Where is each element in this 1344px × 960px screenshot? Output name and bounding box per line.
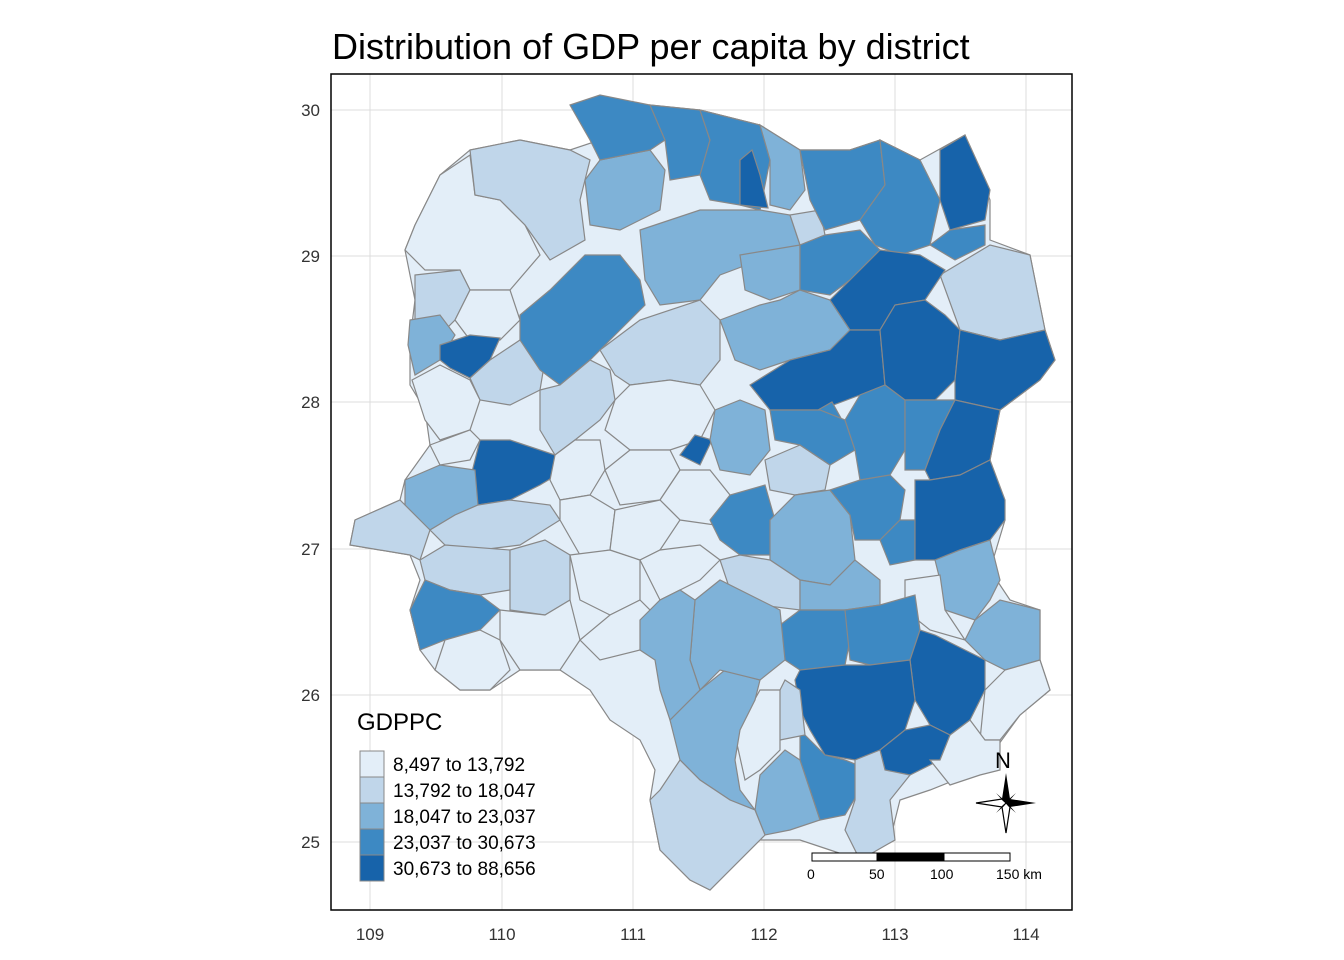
- scale-label-0: 0: [807, 866, 815, 882]
- legend-label: 18,047 to 23,037: [393, 807, 536, 828]
- district: [604, 379, 716, 451]
- y-tick-label: 27: [301, 540, 320, 559]
- legend-label: 13,792 to 18,047: [393, 781, 536, 802]
- district: [469, 139, 591, 261]
- legend-label: 30,673 to 88,656: [393, 859, 536, 880]
- district: [434, 629, 511, 691]
- district: [779, 609, 851, 671]
- legend-label: 23,037 to 30,673: [393, 833, 536, 854]
- district: [739, 148, 769, 209]
- district-layer: [349, 94, 1056, 891]
- north-label: N: [995, 748, 1011, 773]
- legend-swatch: [359, 854, 385, 882]
- legend: GDPPC 8,497 to 13,792 13,792 to 18,047 18,…: [357, 709, 536, 882]
- x-tick-label: 113: [881, 925, 908, 944]
- district: [599, 299, 721, 386]
- district: [954, 329, 1056, 411]
- x-tick-label: 112: [750, 925, 777, 944]
- district: [844, 749, 912, 861]
- x-axis: 109 110 111 112 113 114: [356, 925, 1040, 944]
- district: [649, 759, 766, 891]
- district: [914, 459, 1006, 561]
- district: [928, 224, 986, 261]
- district: [734, 689, 781, 781]
- compass-rose-icon: [975, 773, 1036, 834]
- north-arrow: N: [975, 748, 1036, 834]
- x-tick-label: 114: [1012, 925, 1039, 944]
- y-tick-label: 25: [301, 833, 320, 852]
- district: [569, 94, 666, 161]
- scale-label-100: 100: [930, 866, 954, 882]
- x-tick-label: 109: [356, 925, 384, 944]
- legend-swatch: [359, 802, 385, 830]
- scale-label-150: 150 km: [996, 866, 1042, 882]
- district: [519, 254, 646, 386]
- y-tick-label: 26: [301, 686, 320, 705]
- district: [499, 599, 581, 671]
- district: [539, 359, 616, 456]
- district: [469, 339, 546, 406]
- y-tick-label: 30: [301, 101, 320, 120]
- district: [769, 409, 856, 466]
- district: [709, 399, 771, 476]
- district: [454, 289, 521, 341]
- panel-border: [330, 73, 1073, 911]
- x-tick-label: 110: [488, 925, 515, 944]
- scale-label-50: 50: [869, 866, 885, 882]
- district: [549, 439, 606, 501]
- y-tick-label: 28: [301, 393, 320, 412]
- district: [739, 244, 801, 301]
- legend-title: GDPPC: [357, 709, 442, 736]
- district: [509, 539, 571, 616]
- district: [964, 599, 1041, 671]
- scale-bar: 0 50 100 150 km: [807, 852, 1042, 882]
- legend-swatch: [359, 750, 385, 778]
- y-axis: 25 26 27 28 29 30: [301, 101, 320, 852]
- district: [639, 589, 701, 722]
- legend-swatch: [359, 828, 385, 856]
- district: [411, 364, 481, 441]
- legend-label: 8,497 to 13,792: [393, 755, 525, 776]
- district: [429, 429, 481, 466]
- district: [909, 629, 986, 736]
- map-title: Distribution of GDP per capita by distri…: [332, 26, 970, 67]
- district: [939, 134, 991, 231]
- legend-swatch: [359, 776, 385, 804]
- x-tick-label: 111: [620, 925, 646, 944]
- district: [928, 719, 1001, 786]
- y-tick-label: 29: [301, 247, 320, 266]
